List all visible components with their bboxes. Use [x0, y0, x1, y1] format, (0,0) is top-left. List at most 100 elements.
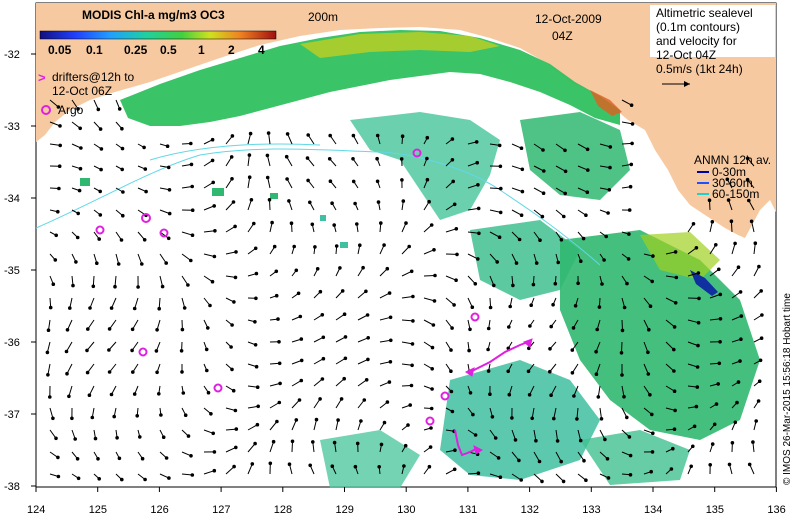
velocity-arrow-head	[506, 369, 511, 374]
velocity-arrow-head	[248, 131, 253, 136]
velocity-arrow-head	[375, 179, 380, 184]
velocity-arrow-head	[476, 471, 481, 476]
velocity-arrow-head	[68, 306, 72, 310]
velocity-arrow-head	[294, 418, 299, 422]
x-tick-label: 131	[459, 504, 477, 516]
velocity-arrow-head	[651, 431, 655, 436]
velocity-arrow	[379, 339, 391, 343]
velocity-arrow	[573, 385, 579, 397]
velocity-arrow-head	[738, 290, 743, 294]
velocity-arrow-head	[45, 350, 50, 355]
velocity-arrow	[335, 378, 345, 387]
velocity-arrow	[247, 155, 250, 167]
velocity-arrow	[730, 221, 733, 233]
velocity-arrow-head	[648, 304, 653, 309]
velocity-arrow-head	[289, 221, 294, 225]
velocity-arrow-head	[430, 387, 434, 391]
velocity-arrow	[555, 165, 566, 172]
altimetry-line: 0.5m/s (1kt 24h)	[656, 62, 743, 76]
coastal-chl-band	[120, 30, 620, 126]
velocity-arrow-head	[157, 392, 161, 396]
velocity-arrow-head	[691, 444, 695, 449]
velocity-arrow	[467, 253, 479, 260]
velocity-arrow-head	[425, 156, 429, 161]
velocity-arrow	[203, 470, 215, 475]
velocity-arrow-head	[760, 313, 764, 317]
velocity-arrow-head	[745, 177, 750, 182]
velocity-arrow-head	[553, 281, 558, 286]
velocity-arrow-head	[343, 335, 348, 339]
velocity-arrow-head	[563, 169, 568, 174]
velocity-arrow-head	[548, 369, 552, 374]
velocity-arrow-head	[754, 419, 759, 423]
velocity-arrow-head	[212, 254, 217, 259]
velocity-arrow-head	[142, 145, 146, 150]
velocity-arrow-head	[496, 456, 501, 460]
velocity-arrow-head	[109, 306, 114, 310]
velocity-arrow	[335, 357, 346, 365]
velocity-arrow-head	[646, 372, 651, 376]
velocity-arrow-head	[209, 412, 213, 416]
x-tick-label: 133	[582, 504, 600, 516]
velocity-arrow-head	[210, 158, 215, 163]
velocity-arrow-head	[538, 238, 542, 242]
velocity-arrow-head	[140, 262, 144, 266]
velocity-arrow-head	[230, 177, 234, 181]
velocity-arrow-head	[452, 202, 457, 207]
land-mass	[36, 3, 776, 238]
velocity-arrow-head	[410, 363, 414, 368]
velocity-arrow	[225, 201, 234, 211]
velocity-arrow-head	[432, 299, 437, 303]
velocity-arrow	[621, 99, 632, 106]
velocity-arrow-head	[334, 244, 339, 248]
velocity-arrow-head	[499, 186, 503, 191]
velocity-arrow-head	[452, 303, 456, 307]
velocity-arrow-head	[387, 380, 392, 384]
velocity-arrow-head	[211, 431, 215, 436]
velocity-arrow-head	[320, 313, 325, 317]
velocity-arrow-head	[488, 392, 492, 397]
velocity-arrow	[66, 341, 73, 352]
velocity-arrow-head	[718, 340, 722, 344]
velocity-arrow-head	[714, 402, 719, 406]
velocity-arrows	[45, 99, 764, 484]
velocity-arrow-head	[328, 133, 333, 138]
velocity-arrow-head	[65, 371, 69, 376]
velocity-arrow-head	[747, 462, 752, 467]
velocity-arrow	[489, 473, 501, 478]
velocity-arrow-head	[563, 191, 568, 196]
velocity-arrow-head	[429, 406, 434, 411]
velocity-arrow	[533, 429, 537, 441]
velocity-arrow-head	[411, 294, 415, 299]
velocity-arrow-head	[107, 327, 112, 331]
velocity-arrow-head	[432, 248, 436, 252]
velocity-arrow-head	[454, 227, 459, 231]
velocity-arrow-head	[534, 261, 539, 265]
velocity-arrow	[533, 473, 543, 482]
velocity-arrow	[357, 314, 368, 321]
velocity-arrow-head	[517, 237, 522, 242]
velocity-arrow-head	[253, 246, 258, 251]
velocity-arrow-head	[542, 169, 546, 173]
velocity-arrow	[269, 421, 278, 431]
velocity-arrow-head	[190, 184, 194, 189]
velocity-arrow-head	[117, 107, 122, 111]
velocity-arrow-head	[540, 479, 544, 484]
velocity-arrow-head	[208, 303, 212, 308]
velocity-arrow	[748, 200, 755, 211]
velocity-arrow	[597, 385, 601, 397]
velocity-arrow-head	[579, 259, 583, 264]
velocity-arrow-head	[531, 282, 536, 287]
velocity-arrow-head	[608, 165, 612, 170]
velocity-arrow-head	[268, 461, 273, 466]
velocity-arrow-head	[514, 261, 519, 265]
colorbar-tick: 2	[228, 43, 235, 57]
velocity-arrow-head	[486, 347, 490, 352]
velocity-arrow-head	[431, 323, 436, 327]
velocity-arrow-head	[433, 273, 437, 278]
velocity-arrow-head	[402, 464, 406, 468]
velocity-arrow-head	[299, 358, 304, 363]
velocity-arrow-head	[406, 423, 410, 427]
velocity-arrow-head	[710, 220, 715, 224]
velocity-arrow-head	[292, 244, 297, 249]
